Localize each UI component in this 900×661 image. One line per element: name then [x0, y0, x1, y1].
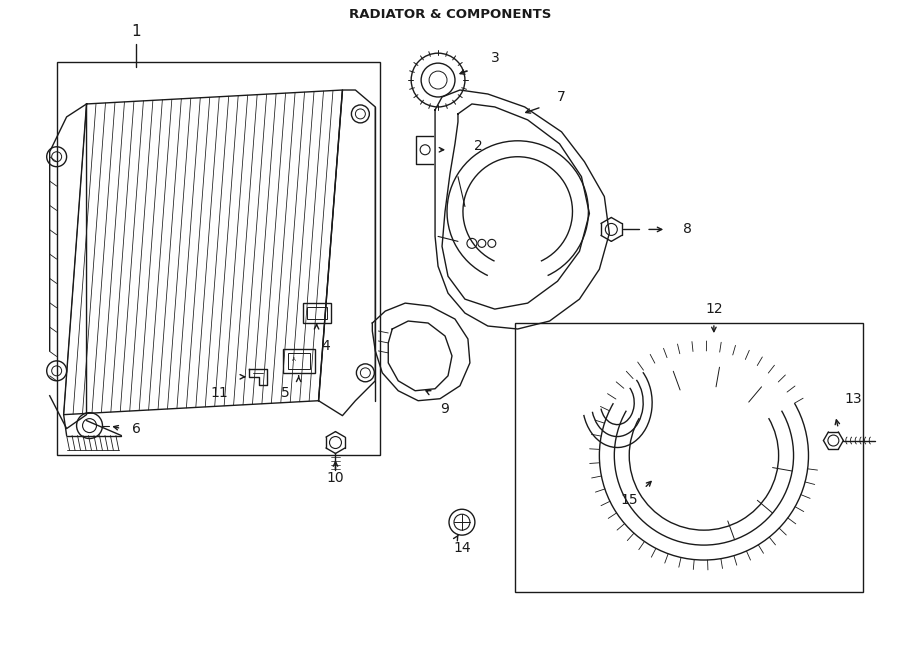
- Text: RADIATOR & COMPONENTS: RADIATOR & COMPONENTS: [349, 8, 551, 21]
- Bar: [307, 307, 327, 319]
- Bar: [57, 62, 381, 455]
- Text: 12: 12: [705, 302, 723, 316]
- Text: A: A: [292, 357, 295, 362]
- Text: 10: 10: [327, 471, 345, 485]
- Bar: [302, 303, 330, 323]
- Text: 11: 11: [210, 386, 228, 400]
- Text: 4: 4: [321, 339, 330, 353]
- Bar: [283, 349, 315, 373]
- Text: 6: 6: [132, 422, 140, 436]
- Text: 14: 14: [453, 541, 471, 555]
- Text: 2: 2: [473, 139, 482, 153]
- Text: 9: 9: [441, 402, 449, 416]
- Text: 1: 1: [131, 24, 141, 39]
- Text: 7: 7: [557, 90, 566, 104]
- Text: 5: 5: [282, 386, 290, 400]
- Text: 3: 3: [491, 51, 500, 65]
- Text: 13: 13: [844, 392, 862, 406]
- Bar: [288, 353, 310, 369]
- Text: 8: 8: [682, 223, 691, 237]
- Text: 15: 15: [620, 493, 638, 507]
- Bar: [515, 323, 863, 592]
